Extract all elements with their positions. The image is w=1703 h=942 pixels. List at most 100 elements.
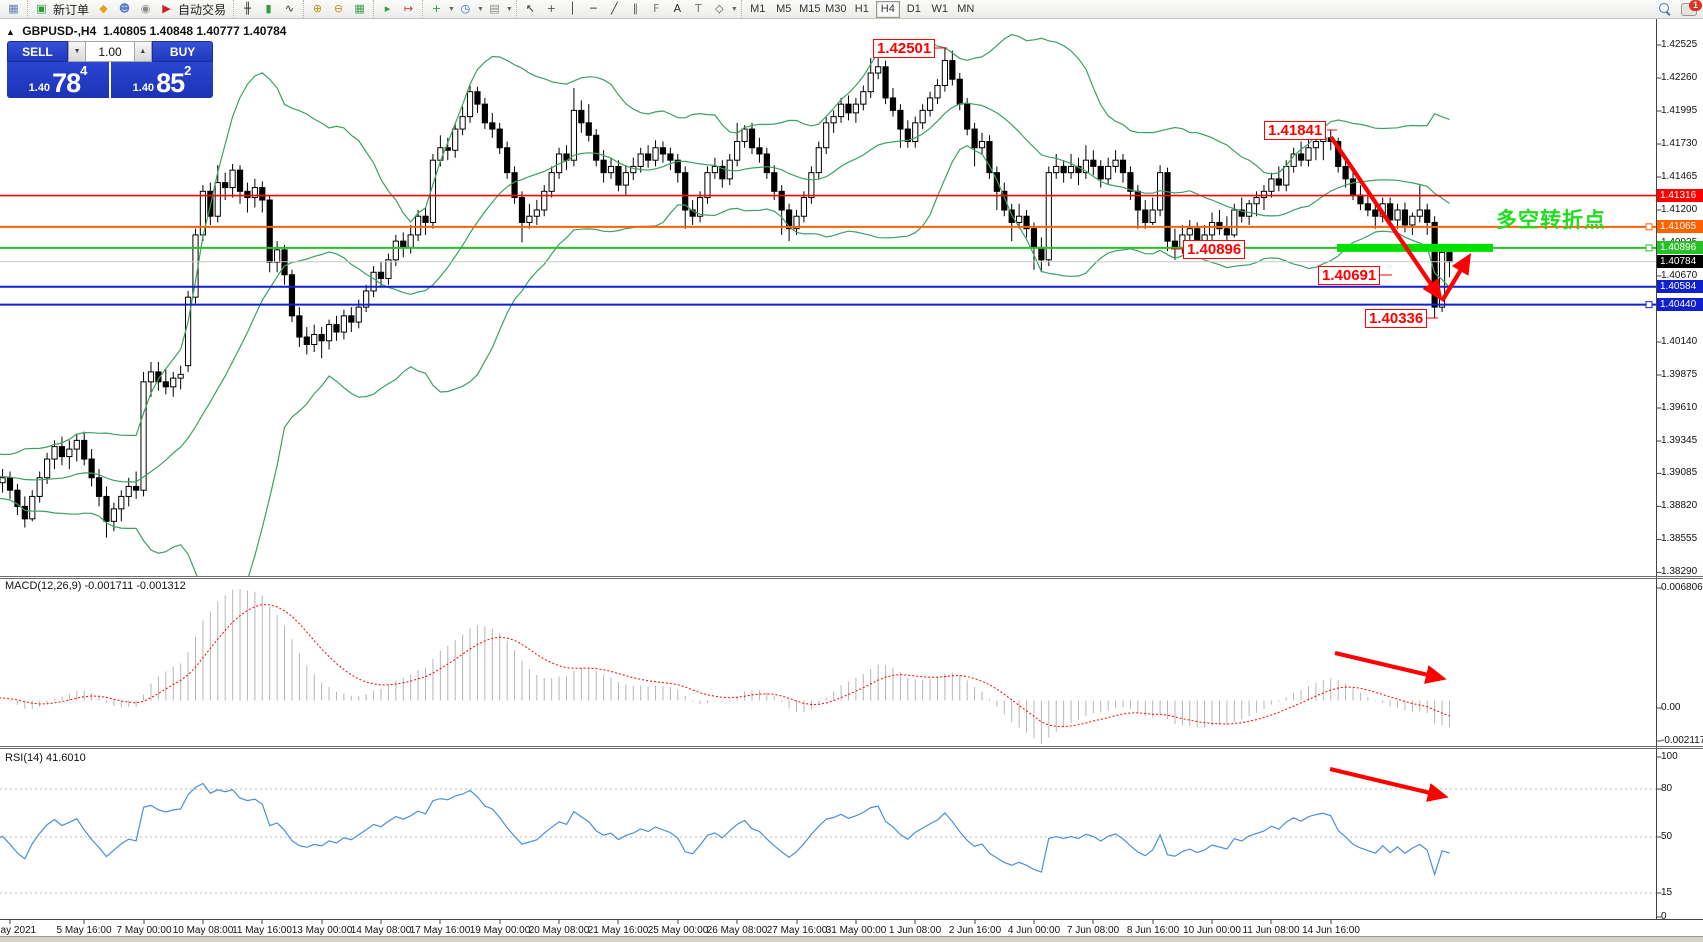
signals-icon[interactable]: ◉ xyxy=(140,2,151,15)
candle-bull xyxy=(1149,209,1156,223)
candle-bear xyxy=(1164,172,1171,242)
text-icon[interactable]: A xyxy=(673,2,682,15)
trade-panel-collapse-icon[interactable]: ▲ xyxy=(6,27,15,37)
candle-bull xyxy=(415,215,422,236)
buy-price-display[interactable]: 1.40 85 2 xyxy=(111,62,213,98)
price-flag-1.40691[interactable]: 1.40691 xyxy=(1318,266,1381,285)
timeframe-M5[interactable]: M5 xyxy=(776,3,792,15)
periods-icon-dropdown[interactable]: ▼ xyxy=(476,5,484,13)
candle-bear xyxy=(1424,209,1431,223)
hline-marker xyxy=(1645,244,1653,252)
profile-icon[interactable]: ☻ xyxy=(118,2,131,15)
sell-price-display[interactable]: 1.40 78 4 xyxy=(7,62,109,98)
candle-bull xyxy=(830,116,837,124)
candle-bear xyxy=(222,182,229,189)
new-order-button[interactable]: 新订单 xyxy=(53,2,90,17)
candle-bull xyxy=(1045,172,1052,261)
price-flag-1.42501[interactable]: 1.42501 xyxy=(873,39,936,58)
timeframe-H4[interactable]: H4 xyxy=(875,0,900,18)
candle-bear xyxy=(600,159,607,174)
candle-bull xyxy=(1416,209,1423,217)
candle-bear xyxy=(504,147,511,174)
time-label: 14 Jun 16:00 xyxy=(1302,925,1360,936)
chart-window-icon[interactable]: ▦ xyxy=(8,2,19,15)
text-label-icon[interactable]: T xyxy=(694,2,702,15)
price-flag-1.40896[interactable]: 1.40896 xyxy=(1183,240,1246,259)
timeframe-D1[interactable]: D1 xyxy=(906,3,921,15)
sell-price-big: 78 xyxy=(52,68,81,98)
sell-price-pip: 4 xyxy=(80,63,88,78)
templates-icon[interactable]: ▤ xyxy=(489,2,500,15)
candle-bull xyxy=(1016,215,1023,223)
volume-increment-button[interactable]: ▲ xyxy=(133,41,153,62)
time-label: 27 May 16:00 xyxy=(766,925,828,936)
crosshair-icon[interactable]: + xyxy=(546,2,556,15)
candle-bull xyxy=(192,234,199,298)
candle-bear xyxy=(1401,209,1409,226)
trend-arrow[interactable] xyxy=(1329,766,1449,802)
buy-button[interactable]: BUY xyxy=(152,41,213,62)
bar-chart-mode-icon[interactable]: ╫ xyxy=(244,2,251,15)
timeframe-W1[interactable]: W1 xyxy=(931,3,949,15)
autotrade-icon[interactable]: ▶ xyxy=(162,2,171,15)
trendline-icon[interactable]: ╱ xyxy=(611,2,618,15)
candle-bear xyxy=(303,336,310,345)
zoom-out-icon[interactable]: ⊖ xyxy=(333,2,344,15)
price-badge: 1.40440 xyxy=(1657,297,1703,311)
notifications-icon[interactable]: 1 xyxy=(1681,0,1702,16)
candle-bull xyxy=(66,448,73,458)
indicators-icon-dropdown[interactable]: ▼ xyxy=(448,5,455,13)
vertical-line-icon[interactable]: │ xyxy=(569,2,576,15)
tile-windows-icon[interactable]: ▦ xyxy=(354,2,365,15)
candle-bear xyxy=(667,153,674,161)
arrows-icon[interactable]: ◇ xyxy=(715,2,724,15)
periods-icon[interactable]: ◷ xyxy=(460,2,471,15)
timeframe-M15[interactable]: M15 xyxy=(799,3,821,15)
auto-scroll-icon[interactable]: ▸ xyxy=(384,2,391,15)
cursor-icon[interactable]: ↖ xyxy=(525,2,535,15)
candle-bull xyxy=(385,259,392,279)
autotrade-button[interactable]: 自动交易 xyxy=(178,2,227,17)
arrows-icon-dropdown[interactable]: ▼ xyxy=(730,5,738,13)
fibonacci-icon[interactable]: F xyxy=(653,2,660,15)
trend-arrow[interactable] xyxy=(1440,252,1472,303)
trend-arrow[interactable] xyxy=(1334,650,1447,684)
price-tick-label: 1.41995 xyxy=(1661,105,1698,116)
macd-panel xyxy=(0,589,1450,744)
line-chart-mode-icon[interactable]: ∿ xyxy=(284,2,295,15)
search-icon[interactable] xyxy=(1659,3,1671,16)
timeframe-MN[interactable]: MN xyxy=(957,3,975,15)
candle-bull xyxy=(1253,197,1260,205)
price-badge: 1.41065 xyxy=(1657,219,1703,233)
price-tick-label: 1.39875 xyxy=(1661,369,1698,380)
timeframe-M30[interactable]: M30 xyxy=(825,3,847,15)
market-history-icon[interactable]: ◆ xyxy=(99,2,108,15)
candle-bear xyxy=(1349,178,1357,196)
sell-button[interactable]: SELL xyxy=(7,41,68,62)
indicators-icon[interactable]: + xyxy=(431,2,442,15)
volume-decrement-button[interactable]: ▼ xyxy=(67,41,87,62)
price-flag-1.41841[interactable]: 1.41841 xyxy=(1264,121,1327,140)
templates-icon-dropdown[interactable]: ▼ xyxy=(505,5,513,13)
candle-bull xyxy=(1409,215,1416,226)
new-order-icon[interactable]: ▣ xyxy=(36,2,47,15)
price-flag-1.40336[interactable]: 1.40336 xyxy=(1365,309,1428,328)
timeframe-M1[interactable]: M1 xyxy=(750,3,766,15)
candlestick-mode-icon[interactable]: ▮ xyxy=(265,2,272,15)
zoom-in-icon[interactable]: ⊕ xyxy=(312,2,323,15)
price-tick-label: 1.40670 xyxy=(1661,270,1698,281)
time-label: 2 Jun 16:00 xyxy=(948,925,1002,936)
timeframe-H1[interactable]: H1 xyxy=(854,3,869,15)
candle-bull xyxy=(622,172,629,186)
trend-arrow[interactable] xyxy=(1329,135,1443,301)
volume-input[interactable]: 1.00 xyxy=(86,41,134,62)
candle-bull xyxy=(73,439,80,450)
chart-shift-icon[interactable]: ↦ xyxy=(403,2,414,15)
time-label: 17 May 16:00 xyxy=(409,925,471,936)
candle-bull xyxy=(607,165,615,174)
equidistant-channel-icon[interactable]: ∥ xyxy=(632,2,639,15)
price-tick-label: 1.40140 xyxy=(1661,336,1698,347)
horizontal-line-icon[interactable]: ─ xyxy=(590,2,597,15)
candle-bear xyxy=(1171,240,1179,248)
